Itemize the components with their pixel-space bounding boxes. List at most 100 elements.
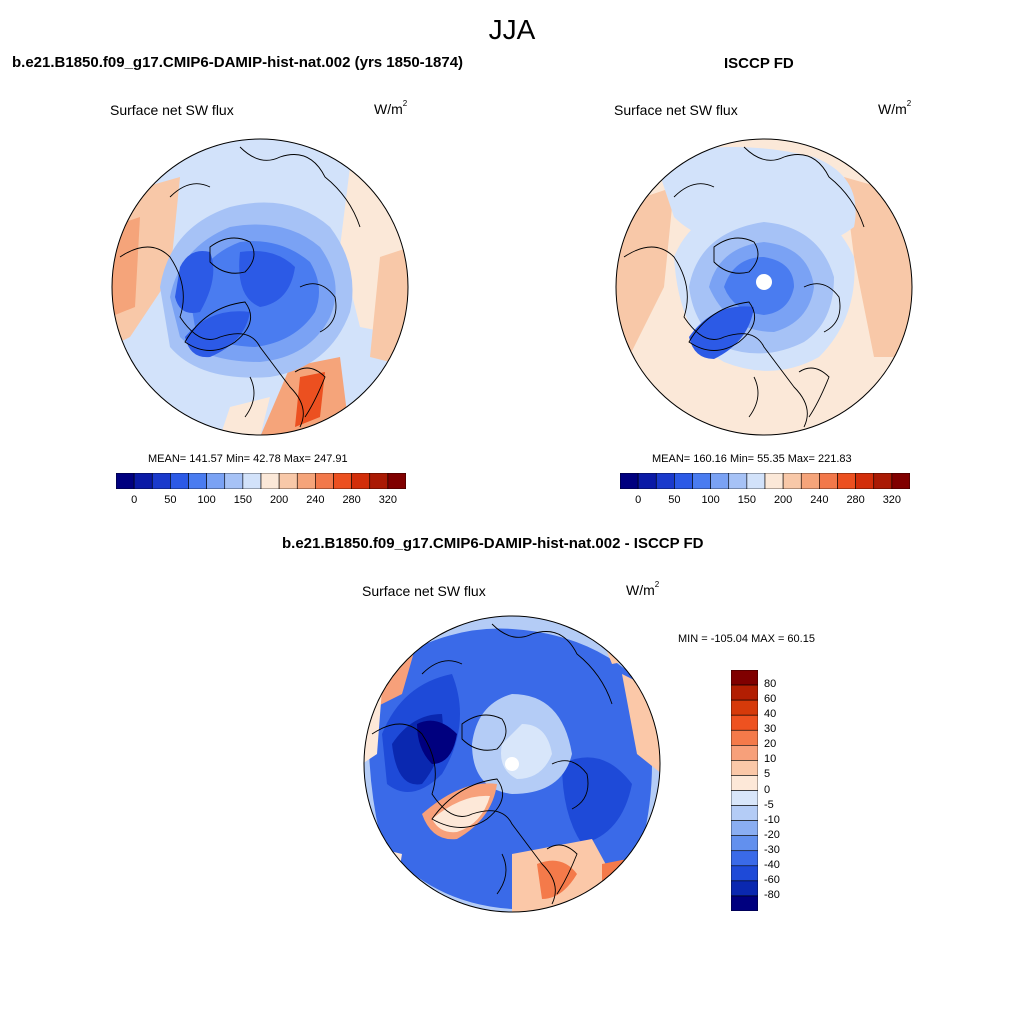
panel-2-colorbar-box — [620, 473, 639, 489]
panel-1-colorbar-tick-label: 200 — [269, 494, 289, 506]
panel-2-colorbar-box — [855, 473, 875, 489]
panel-3-colorbar-tick-label: 0 — [764, 783, 771, 796]
panel-3-colorbar-tick-label: -20 — [764, 828, 780, 841]
panel-1-colorbar-box — [333, 473, 352, 489]
panel-1-colorbar-box — [116, 473, 135, 489]
panel-1-title: b.e21.B1850.f09_g17.CMIP6-DAMIP-hist-nat… — [12, 54, 464, 71]
panel-3-colorbar-tick-label: 40 — [764, 708, 777, 721]
panel-2-colorbar-tick-label: 150 — [737, 494, 757, 506]
panel-2-colorbar-box — [891, 473, 910, 489]
panel-1-colorbar-box — [188, 473, 207, 489]
panel-1-colorbar-box — [260, 473, 280, 489]
panel-1-colorbar — [116, 473, 406, 489]
panel-3-colorbar-box — [731, 670, 758, 686]
panel-2-colorbar-box — [728, 473, 748, 489]
panel-1-colorbar-tick-label: 240 — [306, 494, 325, 506]
panel-1-colorbar-tick-label: 280 — [342, 494, 361, 506]
panel-1-colorbar-box — [278, 473, 298, 489]
panel-2-colorbar-box — [819, 473, 838, 489]
panel-3-colorbar-tick-label: -5 — [764, 798, 774, 811]
panel-2-colorbar-box — [637, 473, 657, 489]
panel-1-colorbar-labels: 0 50 100 150 200 240 280 320 — [116, 494, 406, 508]
panel-1-colorbar-box — [315, 473, 334, 489]
panel-1-colorbar-tick-label: 50 — [164, 494, 177, 506]
panel-3-colorbar-box — [731, 714, 758, 731]
panel-3-colorbar-tick-label: 60 — [764, 693, 777, 706]
panel-2-colorbar-tick-label: 0 — [635, 494, 642, 506]
panel-1-colorbar-tick-label: 320 — [378, 494, 398, 506]
panel-1-colorbar-box — [369, 473, 389, 489]
panel-2-colorbar-box — [746, 473, 766, 489]
panel-2-title: ISCCP FD — [724, 55, 794, 72]
panel-3-units: W/m2 — [626, 580, 660, 598]
panel-2-colorbar-tick-label: 200 — [773, 494, 793, 506]
panel-3-colorbar — [731, 670, 758, 911]
panel-3-colorbar-box — [731, 775, 758, 791]
panel-2-colorbar-box — [674, 473, 693, 489]
panel-1-colorbar-box — [224, 473, 244, 489]
panel-1-colorbar-box — [351, 473, 371, 489]
panel-1-units: W/m2 — [374, 99, 408, 117]
panel-1-colorbar-box — [206, 473, 226, 489]
panel-3-colorbar-box — [731, 699, 758, 716]
panel-2-colorbar-tick-label: 100 — [701, 494, 720, 506]
panel-1-colorbar-box — [296, 473, 316, 489]
panel-1-field-label: Surface net SW flux — [110, 102, 234, 118]
panel-2-colorbar-box — [837, 473, 856, 489]
panel-1-colorbar-box — [387, 473, 406, 489]
panel-2-units: W/m2 — [878, 99, 912, 117]
panel-3-colorbar-box — [731, 865, 758, 882]
panel-3-colorbar-box — [731, 729, 758, 746]
panel-2-polar-map — [615, 138, 913, 436]
panel-2-colorbar-box — [710, 473, 730, 489]
panel-1-colorbar-box — [133, 473, 153, 489]
panel-3-stats: MIN = -105.04 MAX = 60.15 — [678, 633, 815, 645]
panel-2-colorbar-box — [692, 473, 711, 489]
panel-2-colorbar-box — [800, 473, 820, 489]
panel-3-colorbar-tick-label: -80 — [764, 888, 780, 901]
panel-1-colorbar-tick-label: 150 — [233, 494, 253, 506]
panel-3-colorbar-tick-label: -10 — [764, 813, 780, 826]
panel-3-colorbar-box — [731, 895, 758, 911]
panel-2-colorbar-tick-label: 240 — [810, 494, 829, 506]
panel-3-colorbar-box — [731, 850, 758, 867]
panel-3-colorbar-box — [731, 835, 758, 852]
panel-2-stats: MEAN= 160.16 Min= 55.35 Max= 221.83 — [652, 453, 852, 465]
panel-1-colorbar-box — [242, 473, 262, 489]
panel-1-colorbar-box — [170, 473, 189, 489]
panel-1-colorbar-tick-label: 0 — [131, 494, 138, 506]
panel-3-colorbar-tick-label: 10 — [764, 753, 777, 766]
panel-3-colorbar-box — [731, 790, 758, 806]
panel-3-colorbar-box — [731, 880, 758, 897]
panel-2-colorbar-box — [782, 473, 802, 489]
panel-3-colorbar-box — [731, 760, 758, 776]
panel-2-colorbar-tick-label: 320 — [882, 494, 902, 506]
panel-3-colorbar-box — [731, 820, 758, 836]
panel-3-colorbar-tick-label: 80 — [764, 678, 777, 691]
panel-2-colorbar-tick-label: 50 — [668, 494, 681, 506]
panel-3-colorbar-box — [731, 805, 758, 821]
panel-3-field-label: Surface net SW flux — [362, 583, 486, 599]
panel-3-colorbar-box — [731, 745, 758, 761]
panel-1-polar-map — [111, 138, 409, 436]
figure-title: JJA — [488, 14, 536, 45]
panel-2-colorbar — [620, 473, 910, 489]
panel-3-colorbar-tick-label: 5 — [764, 768, 771, 781]
panel-2-colorbar-box — [764, 473, 784, 489]
panel-1-stats: MEAN= 141.57 Min= 42.78 Max= 247.91 — [148, 453, 348, 465]
panel-3-polar-map — [363, 615, 661, 913]
panel-3-colorbar-tick-label: 30 — [764, 723, 777, 736]
panel-3-colorbar-tick-label: -30 — [764, 843, 780, 856]
panel-3-title: b.e21.B1850.f09_g17.CMIP6-DAMIP-hist-nat… — [282, 535, 704, 552]
panel-2-colorbar-box — [873, 473, 893, 489]
panel-2-field-label: Surface net SW flux — [614, 102, 738, 118]
panel-3-colorbar-labels: 80 60 40 30 20 10 5 0 -5 -10 -20 -30 -40 -60 -80 — [762, 670, 802, 911]
panel-3-colorbar-tick-label: 20 — [764, 738, 777, 751]
panel-2-colorbar-labels: 0 50 100 150 200 240 280 320 — [620, 494, 910, 508]
panel-2-colorbar-box — [655, 473, 675, 489]
panel-3-colorbar-tick-label: -60 — [764, 873, 780, 886]
panel-2-colorbar-tick-label: 280 — [846, 494, 865, 506]
panel-1-colorbar-box — [151, 473, 171, 489]
panel-1-colorbar-tick-label: 100 — [197, 494, 216, 506]
panel-3-colorbar-box — [731, 684, 758, 701]
